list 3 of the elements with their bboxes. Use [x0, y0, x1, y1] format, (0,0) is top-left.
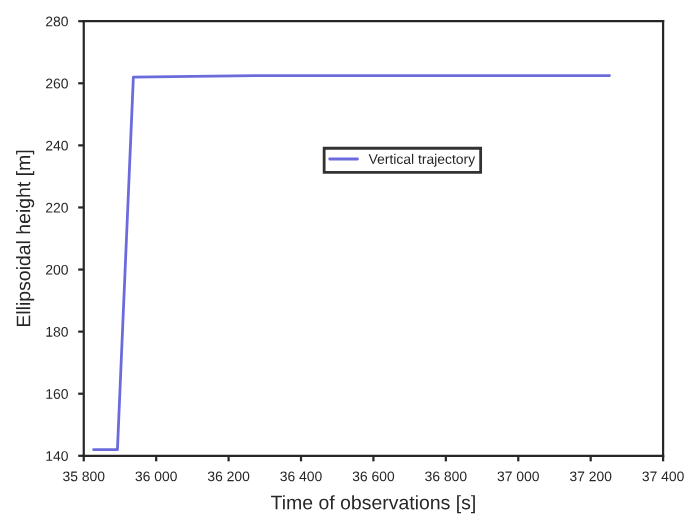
line-series — [92, 74, 611, 451]
y-axis-title: Ellipsoidal height [m] — [16, 150, 35, 327]
x-axis-title: Time of observations [s] — [271, 495, 475, 514]
